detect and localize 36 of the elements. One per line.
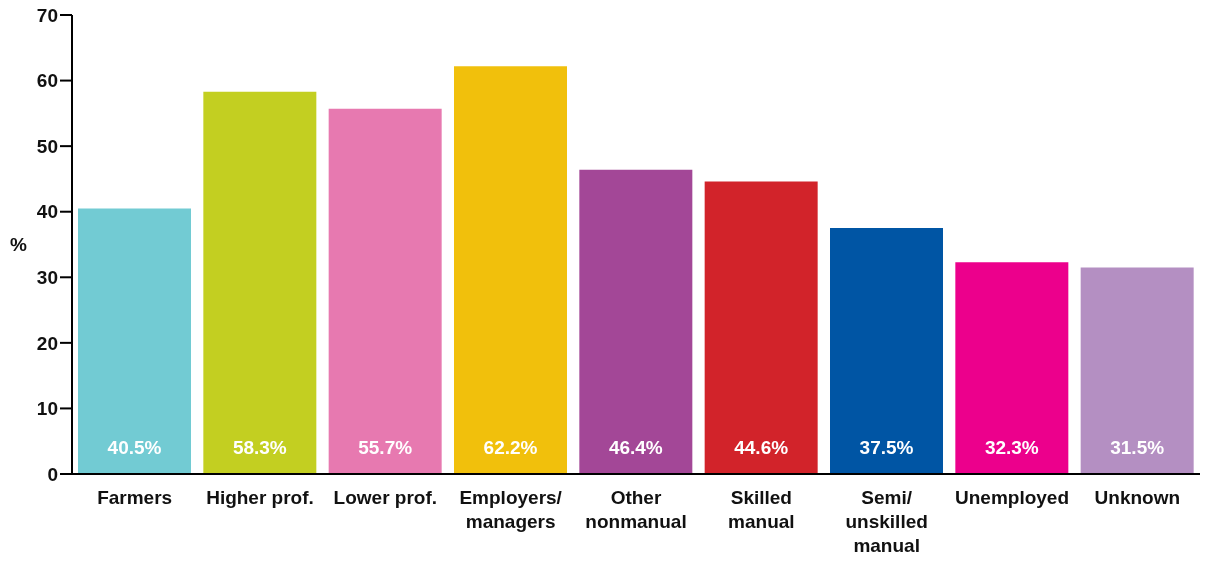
y-tick-label: 30 xyxy=(36,267,58,289)
bar xyxy=(454,66,567,474)
data-label: 32.3% xyxy=(984,437,1039,458)
x-tick-label: Unknown xyxy=(1094,487,1181,508)
y-tick-label: 40 xyxy=(36,201,58,223)
y-tick-label: 70 xyxy=(36,4,58,26)
data-label: 55.7% xyxy=(358,437,413,458)
x-tick-label: Higher prof. xyxy=(206,487,314,508)
bar xyxy=(328,108,442,474)
bar xyxy=(704,181,818,474)
x-tick-label: Other nonmanual xyxy=(585,487,687,532)
bar xyxy=(1080,267,1194,474)
data-label: 46.4% xyxy=(608,437,663,458)
y-tick-label: 0 xyxy=(47,463,58,485)
bar xyxy=(78,208,191,474)
data-label: 62.2% xyxy=(483,437,538,458)
data-label: 44.6% xyxy=(734,437,789,458)
x-tick-label: Semi/ unskilled manual xyxy=(845,487,928,556)
data-label: 37.5% xyxy=(859,437,914,458)
data-label: 58.3% xyxy=(232,437,287,458)
y-axis-title: % xyxy=(10,234,27,256)
bar xyxy=(203,91,317,474)
x-tick-label: Skilled manual xyxy=(728,487,795,532)
bar xyxy=(579,169,693,474)
y-tick-label: 60 xyxy=(36,70,58,92)
x-tick-label: Farmers xyxy=(97,487,173,508)
x-tick-label: Employers/ managers xyxy=(459,487,563,532)
y-tick-label: 10 xyxy=(36,398,58,420)
y-tick-label: 20 xyxy=(36,332,58,354)
y-tick-label: 50 xyxy=(36,135,58,157)
x-tick-label: Unemployed xyxy=(954,487,1070,508)
data-label: 31.5% xyxy=(1110,437,1165,458)
data-label: 40.5% xyxy=(107,437,162,458)
bar xyxy=(830,228,943,474)
x-tick-label: Lower prof. xyxy=(333,487,438,508)
bar xyxy=(955,262,1069,474)
